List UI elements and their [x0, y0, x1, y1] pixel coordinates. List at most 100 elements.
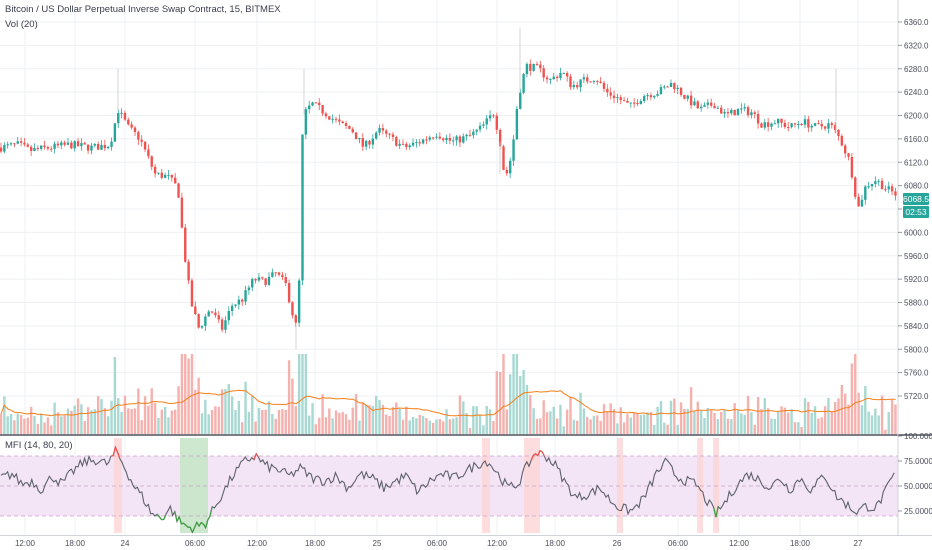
price-tick-label: 6360.0 [904, 18, 929, 27]
candle-body [371, 138, 375, 145]
mfi-tick-label: 50.0000 [904, 482, 932, 491]
candle-body [693, 101, 696, 106]
candle-body [445, 137, 448, 141]
candle-body [230, 305, 234, 312]
candle-body [140, 139, 143, 142]
candle-body [123, 112, 127, 120]
volume-bar [602, 404, 606, 434]
candle-body [137, 132, 140, 140]
candle-body [70, 142, 73, 149]
volume-bar [555, 418, 559, 434]
candle-body [187, 261, 190, 281]
candle-body [669, 82, 673, 87]
candle-body [200, 325, 204, 328]
mfi-overbought-segment [253, 453, 257, 460]
volume-bar [726, 418, 730, 434]
volume-bar [468, 427, 472, 434]
candle-body [686, 95, 689, 99]
volume-bar [194, 389, 197, 434]
mfi-oversold-segment [178, 516, 183, 524]
candle-body [884, 189, 887, 191]
candle-body [103, 144, 107, 149]
candle-body [609, 92, 612, 96]
candle-body [0, 147, 3, 152]
volume-bar [572, 419, 576, 434]
volume-bar [689, 387, 693, 434]
candle-body [710, 102, 713, 106]
candle-body [331, 118, 334, 120]
candle-body [636, 102, 639, 105]
price-tick-label: 6080.0 [904, 182, 929, 191]
candle-body [415, 142, 418, 144]
volume-bar [364, 404, 368, 434]
volume-bar [646, 412, 649, 434]
volume-bar [83, 421, 86, 434]
candle-body [813, 123, 817, 126]
volume-moving-average-line [0, 389, 896, 417]
candle-body [498, 129, 502, 147]
price-tick-label: 5920.0 [904, 275, 929, 284]
volume-bar [790, 409, 793, 434]
volume-bar [458, 395, 462, 434]
candle-body [887, 186, 890, 190]
candle-body [29, 146, 33, 151]
candle-body [120, 112, 123, 114]
candle-body [63, 142, 66, 145]
volume-bar [710, 410, 713, 434]
volume-indicator-label[interactable]: Vol (20) [5, 19, 38, 30]
candle-body [626, 100, 629, 103]
candle-body [418, 142, 421, 144]
volume-bar [492, 421, 495, 434]
price-tick-label: 5880.0 [904, 299, 929, 308]
candle-body [606, 88, 609, 93]
candle-body [730, 109, 733, 114]
candle-body [753, 112, 756, 114]
candle-body [833, 124, 837, 130]
overbought-highlight [617, 438, 623, 533]
volume-bar [361, 402, 364, 434]
volume-bar [830, 411, 833, 434]
volume-bar [324, 417, 328, 434]
volume-bar [478, 414, 482, 434]
countdown-tag: 02:53 [903, 206, 929, 218]
candle-body [150, 156, 153, 167]
price-tick-label: 5760.0 [904, 369, 929, 378]
volume-bar [890, 399, 894, 434]
time-tick-label: 12:00 [15, 539, 36, 548]
price-tick-label: 6200.0 [904, 112, 929, 121]
candle-body [274, 272, 277, 274]
volume-bar [257, 408, 261, 434]
mfi-indicator-label[interactable]: MFI (14, 80, 20) [5, 440, 73, 451]
mfi-tick-label: 25.0000 [904, 507, 932, 516]
volume-bar [579, 392, 582, 434]
candle-body [515, 108, 519, 140]
candle-body [297, 280, 301, 323]
volume-bar [612, 409, 616, 434]
mfi-overbought-segment [541, 451, 545, 457]
volume-bar [287, 360, 291, 434]
candle-body [147, 149, 150, 157]
volume-bar [247, 411, 251, 434]
volume-bar [582, 408, 586, 434]
candle-body [572, 85, 576, 88]
candle-body [649, 95, 653, 98]
volume-bar [730, 419, 733, 434]
candle-body [43, 145, 46, 148]
candle-body [495, 115, 498, 130]
candle-body [428, 137, 431, 140]
volume-bar [780, 406, 783, 434]
candle-body [582, 77, 586, 80]
volume-bar [174, 409, 177, 434]
volume-bar [569, 396, 572, 434]
volume-bar [50, 425, 53, 434]
volume-bar [210, 410, 214, 434]
volume-bar [860, 405, 864, 434]
price-tick-label: 6000.0 [904, 228, 929, 237]
volume-bar [740, 413, 743, 434]
candle-body [264, 278, 267, 285]
candle-body [204, 316, 207, 326]
mfi-oversold-segment [193, 521, 198, 528]
candle-body [6, 144, 9, 146]
volume-bar [448, 419, 452, 434]
